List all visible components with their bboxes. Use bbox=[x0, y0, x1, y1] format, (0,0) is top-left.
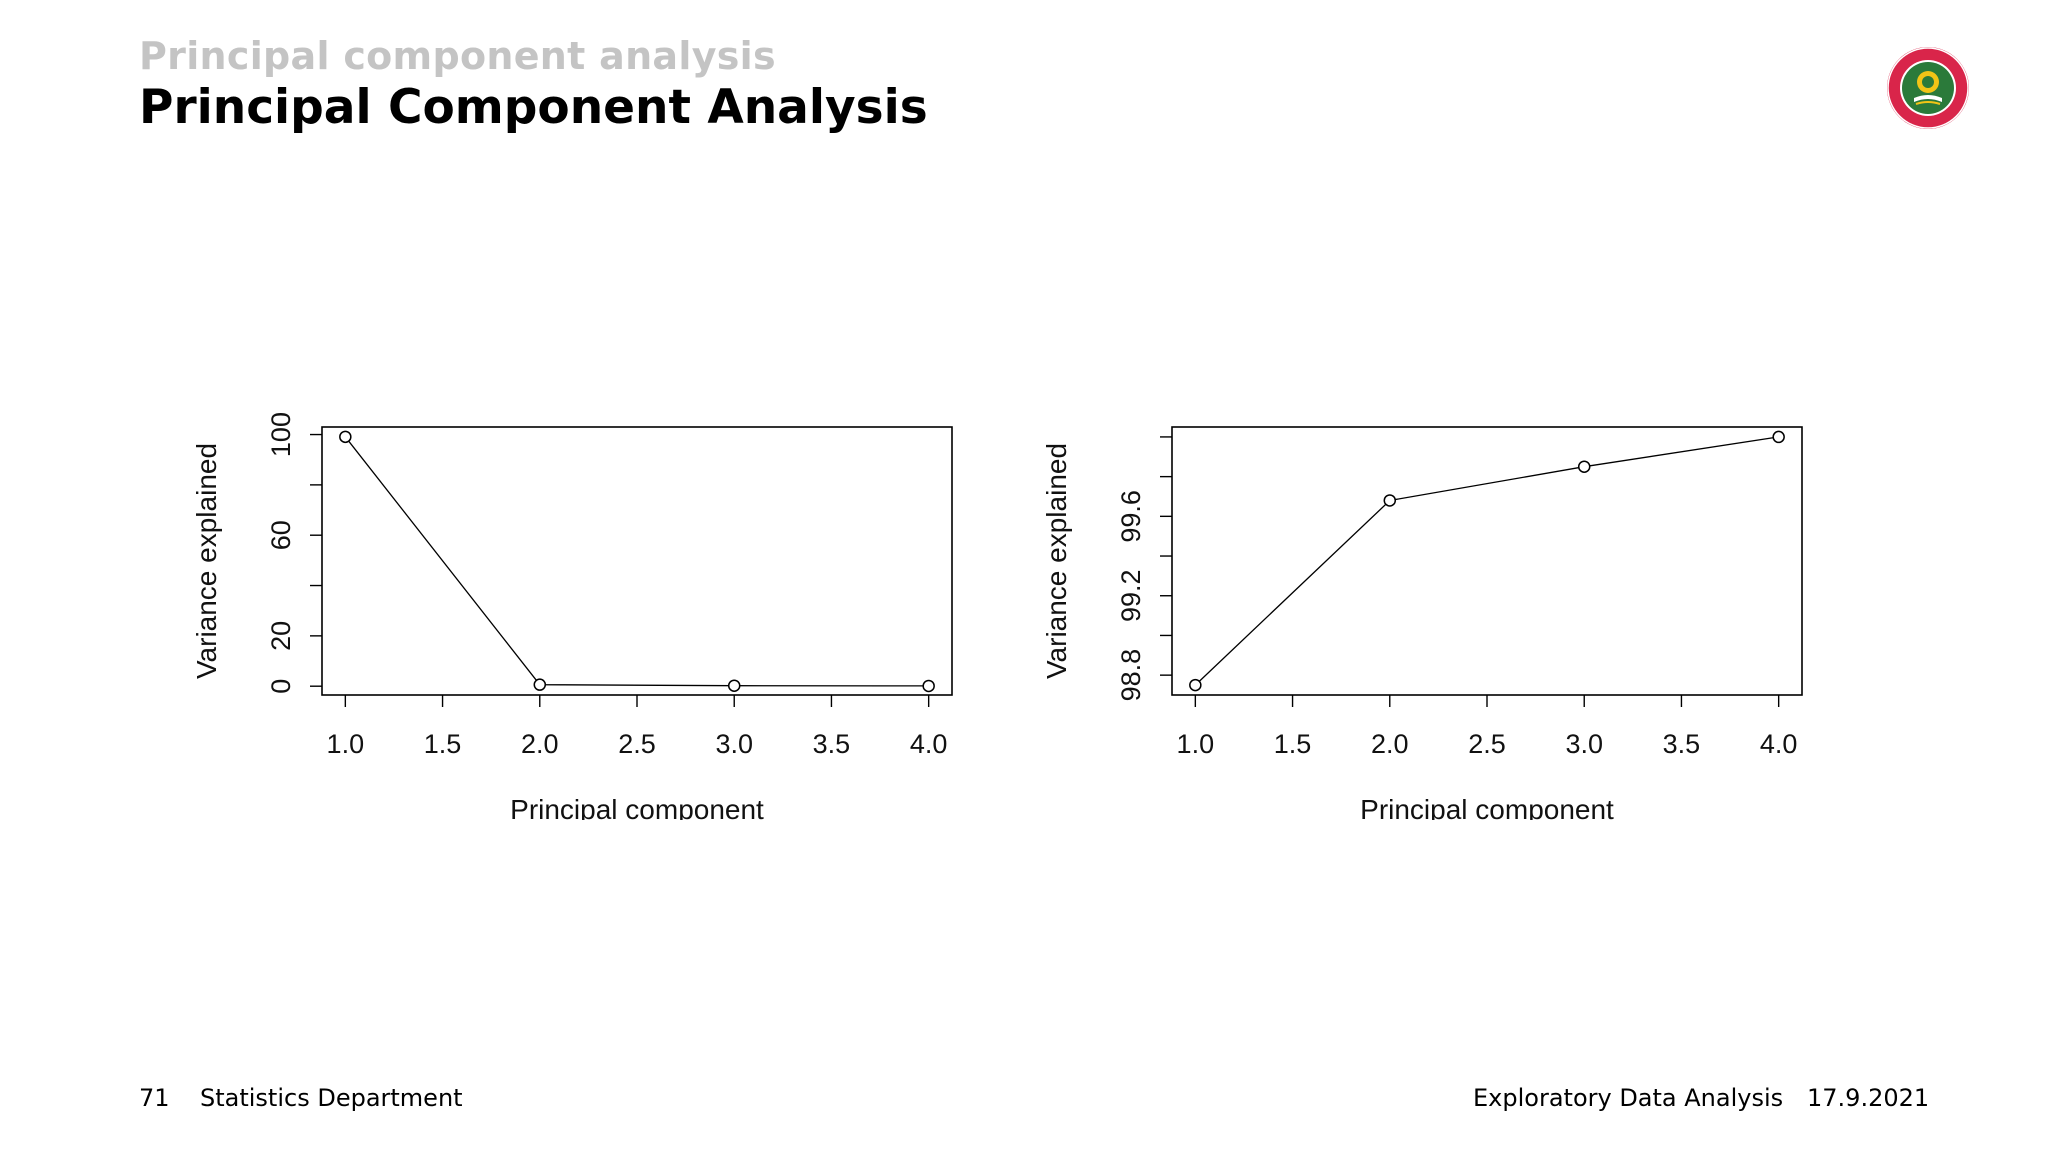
x-axis-label: Principal component bbox=[510, 794, 764, 820]
x-tick-label: 1.5 bbox=[424, 729, 462, 759]
y-tick-label: 98.8 bbox=[1116, 649, 1146, 702]
data-point bbox=[727, 679, 741, 692]
x-axis-label: Principal component bbox=[1360, 794, 1614, 820]
plot-box bbox=[321, 426, 953, 696]
y-tick-label: 20 bbox=[266, 621, 296, 651]
university-seal-icon bbox=[1886, 46, 1970, 130]
x-tick-label: 3.5 bbox=[1663, 729, 1701, 759]
x-tick-label: 3.0 bbox=[1565, 729, 1603, 759]
y-tick-label: 0 bbox=[266, 679, 296, 694]
data-point bbox=[533, 678, 547, 691]
x-tick-label: 1.0 bbox=[327, 729, 365, 759]
cumulative-variance-svg: 1.0 1.5 2.0 2.5 3.0 3.5 4.0 98.8 99.2 99.6 Princip… bbox=[1041, 426, 1803, 820]
x-tick-label: 4.0 bbox=[910, 729, 948, 759]
data-point bbox=[1772, 430, 1785, 444]
x-tick-label: 1.5 bbox=[1274, 729, 1312, 759]
series-line bbox=[1194, 436, 1779, 686]
y-axis-label: Variance explained bbox=[191, 443, 222, 679]
section-title: Principal component analysis bbox=[139, 34, 776, 78]
page-number: 71 bbox=[139, 1084, 170, 1112]
scree-plot-svg: 1.0 1.5 2.0 2.5 3.0 3.5 4.0 0 20 60 100 Principal c… bbox=[191, 412, 953, 820]
frame-title: Principal Component Analysis bbox=[139, 80, 928, 135]
data-point bbox=[339, 430, 352, 444]
x-tick-label: 1.0 bbox=[1177, 729, 1215, 759]
footer-course-title: Exploratory Data Analysis bbox=[1473, 1084, 1784, 1112]
footer-department: Statistics Department bbox=[200, 1084, 463, 1112]
footer-date: 17.9.2021 bbox=[1807, 1084, 1930, 1112]
y-tick-label: 99.2 bbox=[1116, 569, 1146, 622]
cumulative-variance-chart: 1.0 1.5 2.0 2.5 3.0 3.5 4.0 98.8 99.2 99.6 Princip… bbox=[1040, 400, 1890, 820]
x-tick-label: 2.5 bbox=[1468, 729, 1506, 759]
x-tick-label: 2.5 bbox=[618, 729, 656, 759]
plot-box bbox=[1171, 426, 1803, 696]
data-point bbox=[1189, 678, 1202, 692]
logo-graphic bbox=[1887, 47, 1969, 129]
x-tick-label: 4.0 bbox=[1760, 729, 1798, 759]
x-tick-label: 3.5 bbox=[813, 729, 851, 759]
x-tick-label: 3.0 bbox=[715, 729, 753, 759]
y-tick-label: 60 bbox=[266, 520, 296, 550]
x-tick-label: 2.0 bbox=[1371, 729, 1409, 759]
x-tick-label: 2.0 bbox=[521, 729, 559, 759]
y-tick-label: 100 bbox=[266, 412, 296, 457]
y-tick-label: 99.6 bbox=[1116, 490, 1146, 543]
data-point bbox=[1383, 494, 1397, 507]
data-point bbox=[1577, 460, 1591, 473]
scree-plot-chart: 1.0 1.5 2.0 2.5 3.0 3.5 4.0 0 20 60 100 Principal c… bbox=[190, 400, 1040, 820]
y-axis-label: Variance explained bbox=[1041, 443, 1072, 679]
series-line bbox=[344, 436, 929, 687]
data-point bbox=[922, 679, 935, 693]
